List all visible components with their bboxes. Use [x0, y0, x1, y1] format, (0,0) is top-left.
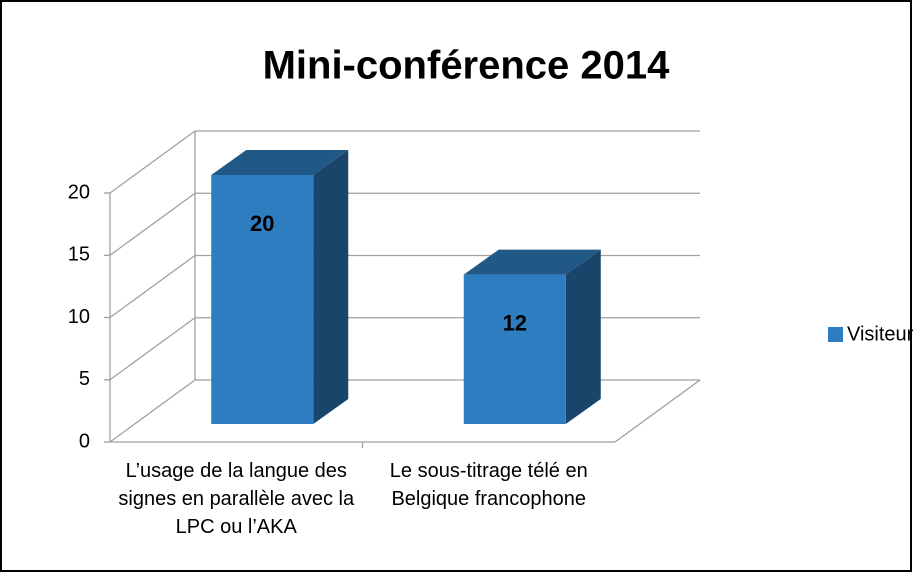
- legend-label: Visiteurs: [847, 323, 913, 345]
- y-tick-label: 10: [68, 306, 90, 328]
- legend-swatch: [828, 327, 843, 342]
- data-label: 20: [250, 211, 274, 236]
- data-label: 12: [503, 310, 527, 335]
- bar-side: [313, 150, 349, 424]
- x-tick-label: L’usage de la langue des signes en paral…: [118, 460, 355, 538]
- grid-line: [109, 317, 196, 381]
- bar-top: [463, 249, 601, 275]
- bar: [211, 150, 349, 424]
- grid-line: [109, 379, 196, 443]
- bar: [463, 249, 601, 424]
- grid-line: [109, 254, 196, 319]
- bar-front: [211, 175, 314, 424]
- y-tick-label: 5: [79, 368, 90, 390]
- x-tick-label-box: Le sous-titrage télé en Belgique francop…: [389, 460, 588, 510]
- bar-front: [463, 274, 566, 424]
- y-tick-label: 20: [68, 181, 90, 203]
- x-tick-label: Le sous-titrage télé en Belgique francop…: [389, 460, 588, 510]
- x-tick-label-box: L’usage de la langue des signes en paral…: [118, 460, 355, 538]
- bar-side: [565, 249, 601, 424]
- grid-line: [109, 192, 196, 256]
- y-tick-label: 0: [79, 430, 90, 452]
- grid-line: [109, 130, 196, 194]
- bar-top: [211, 150, 349, 175]
- axis-line: [614, 379, 701, 443]
- chart-title: Mini-conférence 2014: [263, 44, 671, 88]
- y-tick-label: 15: [68, 244, 90, 266]
